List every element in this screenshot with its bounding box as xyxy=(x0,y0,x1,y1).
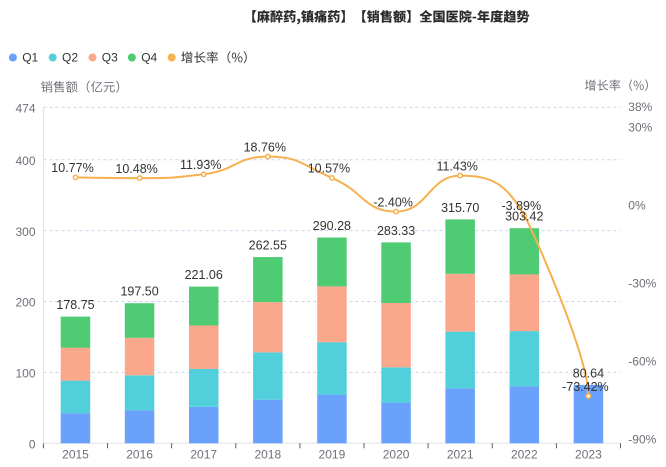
svg-text:11.93%: 11.93% xyxy=(180,158,221,172)
svg-text:10.57%: 10.57% xyxy=(308,162,350,176)
svg-text:-30%: -30% xyxy=(628,277,656,291)
svg-text:2023: 2023 xyxy=(575,448,602,462)
svg-text:Q3: Q3 xyxy=(102,51,118,65)
svg-text:315.70: 315.70 xyxy=(441,201,479,215)
svg-text:-73.42%: -73.42% xyxy=(562,380,609,394)
svg-text:38%: 38% xyxy=(628,100,652,114)
svg-text:221.06: 221.06 xyxy=(185,268,223,282)
svg-text:2018: 2018 xyxy=(254,448,281,462)
svg-text:262.55: 262.55 xyxy=(249,239,287,253)
svg-text:-3.89%: -3.89% xyxy=(501,199,541,213)
svg-text:290.28: 290.28 xyxy=(313,219,351,233)
svg-text:30%: 30% xyxy=(628,121,652,135)
svg-text:0: 0 xyxy=(29,438,36,452)
svg-text:2020: 2020 xyxy=(383,448,410,462)
svg-text:100: 100 xyxy=(15,367,35,381)
svg-text:2015: 2015 xyxy=(62,448,89,462)
svg-text:11.43%: 11.43% xyxy=(436,159,477,173)
svg-text:0%: 0% xyxy=(628,199,646,213)
svg-text:Q2: Q2 xyxy=(62,51,78,65)
svg-text:2016: 2016 xyxy=(126,448,153,462)
svg-text:197.50: 197.50 xyxy=(120,285,158,299)
svg-text:Q4: Q4 xyxy=(141,51,157,65)
svg-text:400: 400 xyxy=(15,154,35,168)
svg-text:178.75: 178.75 xyxy=(56,298,94,312)
svg-text:474: 474 xyxy=(15,101,35,115)
svg-text:300: 300 xyxy=(15,225,35,239)
svg-text:2022: 2022 xyxy=(511,448,538,462)
svg-text:-90%: -90% xyxy=(628,432,656,446)
svg-text:18.76%: 18.76% xyxy=(244,140,286,154)
svg-text:303.42: 303.42 xyxy=(505,210,543,224)
svg-text:2021: 2021 xyxy=(447,448,474,462)
svg-text:200: 200 xyxy=(15,296,35,310)
svg-text:-2.40%: -2.40% xyxy=(373,195,413,209)
svg-text:80.64: 80.64 xyxy=(573,366,604,380)
svg-text:2017: 2017 xyxy=(190,448,217,462)
svg-text:Q1: Q1 xyxy=(22,51,38,65)
svg-text:-60%: -60% xyxy=(628,354,656,368)
svg-text:283.33: 283.33 xyxy=(377,224,415,238)
svg-text:10.77%: 10.77% xyxy=(51,161,93,175)
svg-text:2019: 2019 xyxy=(319,448,346,462)
svg-text:10.48%: 10.48% xyxy=(115,162,157,176)
